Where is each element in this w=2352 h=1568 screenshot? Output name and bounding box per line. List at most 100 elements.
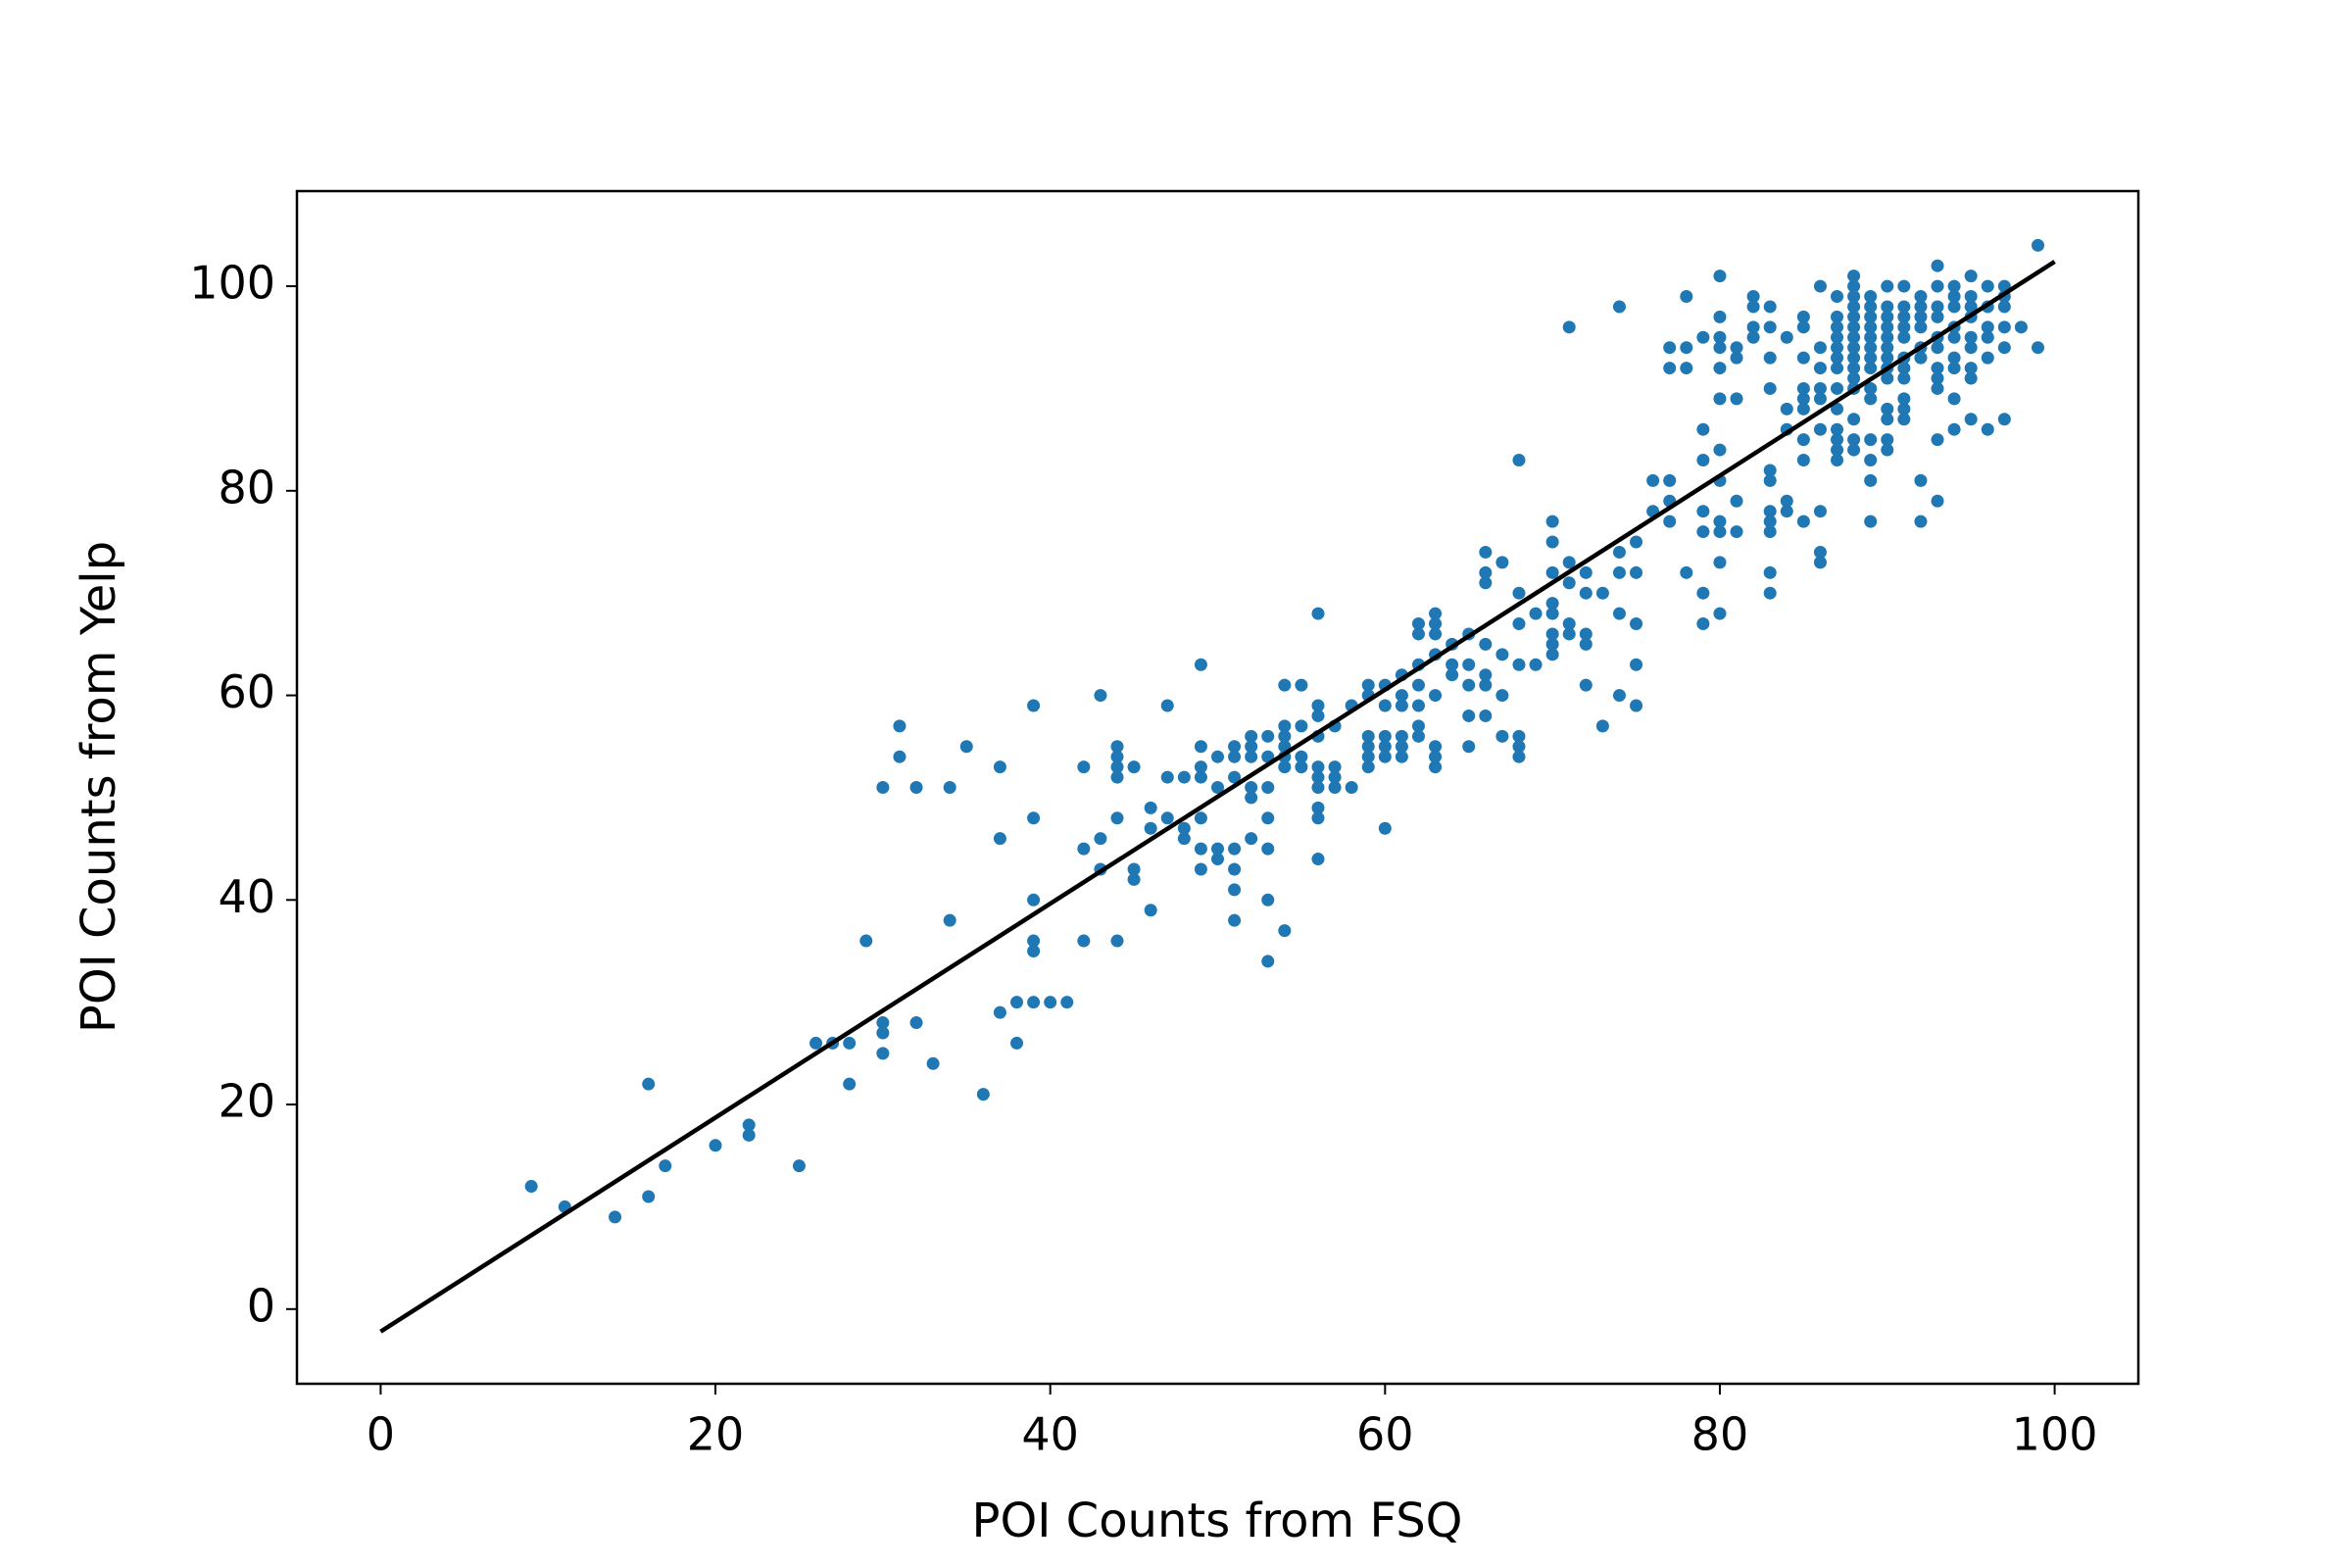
point xyxy=(1713,310,1727,323)
point xyxy=(1177,821,1191,835)
point xyxy=(1914,473,1928,487)
point xyxy=(1796,381,1810,395)
point xyxy=(1411,678,1425,692)
point xyxy=(1981,320,1994,334)
point xyxy=(1378,729,1392,743)
point xyxy=(1512,729,1526,743)
point xyxy=(1311,760,1325,774)
point xyxy=(1027,699,1041,712)
point xyxy=(1931,433,1944,447)
point xyxy=(1931,279,1944,293)
point xyxy=(1411,699,1425,712)
point xyxy=(1044,996,1057,1009)
point xyxy=(1847,362,1861,375)
y-tick-label: 20 xyxy=(218,1075,275,1128)
point xyxy=(2032,238,2045,252)
point xyxy=(742,1128,756,1142)
point xyxy=(1947,422,1961,436)
point xyxy=(1194,770,1207,784)
point xyxy=(1813,362,1827,375)
point xyxy=(1479,565,1493,579)
point xyxy=(1228,770,1242,784)
point xyxy=(1914,514,1928,528)
point xyxy=(1696,422,1710,436)
point xyxy=(1411,719,1425,733)
point xyxy=(1562,627,1576,641)
point xyxy=(1813,556,1827,569)
point xyxy=(1127,872,1141,886)
point xyxy=(1110,760,1124,774)
point xyxy=(1696,617,1710,631)
point xyxy=(1361,750,1375,763)
fit-line xyxy=(379,260,2056,1334)
point xyxy=(1696,505,1710,518)
point xyxy=(1981,351,1994,365)
point xyxy=(1378,821,1392,835)
point xyxy=(1763,586,1777,600)
point xyxy=(893,719,906,733)
point xyxy=(1545,607,1559,620)
point xyxy=(1831,454,1844,467)
point xyxy=(1311,811,1325,825)
point xyxy=(1713,341,1727,355)
point xyxy=(1110,740,1124,754)
point xyxy=(1964,371,1978,385)
point xyxy=(1931,494,1944,508)
point xyxy=(1713,607,1727,620)
point xyxy=(1847,300,1861,314)
point xyxy=(1847,341,1861,355)
point xyxy=(1612,689,1626,703)
point xyxy=(1545,648,1559,662)
point xyxy=(1479,678,1493,692)
point xyxy=(1545,514,1559,528)
point xyxy=(1864,310,1878,323)
point xyxy=(1311,699,1325,712)
point xyxy=(1245,791,1258,805)
point xyxy=(1027,944,1041,957)
point xyxy=(1094,689,1107,703)
point xyxy=(1194,811,1207,825)
point xyxy=(1378,699,1392,712)
point xyxy=(1881,371,1894,385)
point xyxy=(2032,341,2045,355)
point xyxy=(1228,842,1242,856)
point xyxy=(1211,842,1224,856)
point xyxy=(1027,893,1041,906)
point xyxy=(1763,381,1777,395)
point xyxy=(1881,413,1894,426)
point xyxy=(1831,443,1844,457)
point xyxy=(1411,617,1425,631)
point xyxy=(1746,300,1760,314)
point xyxy=(1864,320,1878,334)
point xyxy=(1864,290,1878,304)
point xyxy=(1746,290,1760,304)
point xyxy=(1864,473,1878,487)
point xyxy=(1847,433,1861,447)
point xyxy=(1831,381,1844,395)
point xyxy=(1897,413,1911,426)
point xyxy=(1813,392,1827,406)
point xyxy=(1981,330,1994,344)
point xyxy=(1261,842,1275,856)
point xyxy=(1512,658,1526,671)
point xyxy=(1378,740,1392,754)
point xyxy=(1847,290,1861,304)
point xyxy=(1529,658,1543,671)
point xyxy=(1479,637,1493,651)
point xyxy=(1562,320,1576,334)
point xyxy=(1395,740,1408,754)
point xyxy=(1696,586,1710,600)
point xyxy=(1512,617,1526,631)
point xyxy=(1713,556,1727,569)
point xyxy=(1462,658,1476,671)
point xyxy=(1663,514,1677,528)
point xyxy=(1864,351,1878,365)
point xyxy=(1429,750,1443,763)
point xyxy=(1545,637,1559,651)
point xyxy=(792,1159,806,1173)
point xyxy=(1931,300,1944,314)
point xyxy=(1311,607,1325,620)
point xyxy=(1897,371,1911,385)
point xyxy=(1864,330,1878,344)
